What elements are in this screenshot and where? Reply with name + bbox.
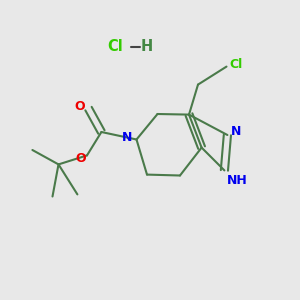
Text: H: H — [141, 39, 153, 54]
Text: O: O — [75, 152, 86, 166]
Text: N: N — [231, 125, 242, 139]
Text: O: O — [75, 100, 86, 113]
Text: N: N — [122, 131, 132, 144]
Text: NH: NH — [226, 173, 248, 187]
Text: Cl: Cl — [230, 58, 243, 71]
Text: Cl: Cl — [108, 39, 123, 54]
